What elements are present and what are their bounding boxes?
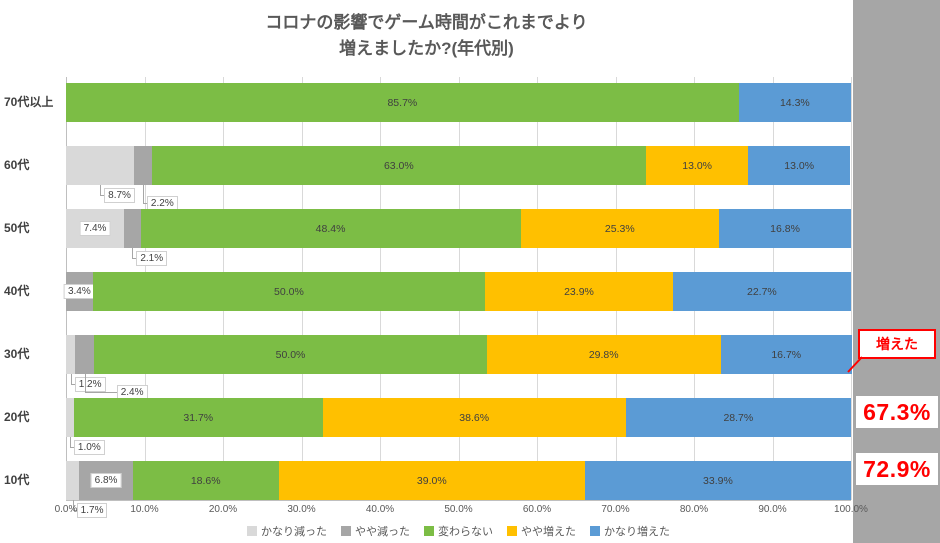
x-tick-label: 60.0% <box>522 504 552 515</box>
bar-segment: 29.8% <box>486 335 721 374</box>
x-tick-label: 80.0% <box>679 504 709 515</box>
bar-segment: 48.4% <box>140 209 521 248</box>
legend-swatch <box>424 526 434 536</box>
x-tick-label: 50.0% <box>444 504 473 515</box>
bar-segment-label: 7.4% <box>79 221 111 236</box>
bar-segment: 16.7% <box>720 335 852 374</box>
bar-segment: 50.0% <box>92 272 486 311</box>
x-tick-label: 0.0% <box>54 504 78 515</box>
bar-segment: 63.0% <box>151 146 647 185</box>
bar-segment: 85.7% <box>66 83 739 122</box>
bar-segment-label: 1.7% <box>76 503 108 518</box>
bar-segment <box>66 335 76 374</box>
legend-label: かなり増えた <box>604 526 670 538</box>
category-label: 60代 <box>4 158 30 172</box>
legend-swatch <box>507 526 517 536</box>
legend-label: かなり減った <box>261 526 327 538</box>
category-label: 50代 <box>4 221 30 235</box>
category-label: 40代 <box>4 284 30 298</box>
legend-item: かなり減った <box>247 523 327 539</box>
plot-area: 70代以上 85.7% 14.3% 60代 8.7% 2.2% 63.0% 13.0% 13.0… <box>4 77 852 518</box>
bar-segment <box>66 398 74 437</box>
bar-segment <box>124 209 141 248</box>
category-label: 70代以上 <box>4 95 54 109</box>
bar-segment <box>134 146 152 185</box>
bar-segment-label: 1.2% <box>74 377 106 392</box>
bar-segment <box>66 146 135 185</box>
legend-label: やや増えた <box>521 526 576 538</box>
x-tick-label: 30.0% <box>287 504 316 515</box>
legend-label: やや減った <box>355 526 410 538</box>
bar-segment: 31.7% <box>73 398 323 437</box>
bar-segment: 33.9% <box>584 461 851 500</box>
leader-line <box>84 374 118 393</box>
x-tick-label: 100.0% <box>834 504 868 515</box>
x-tick-label: 10.0% <box>130 504 159 515</box>
leader-line <box>100 185 106 196</box>
legend-item: やや増えた <box>507 523 576 539</box>
x-tick-label: 40.0% <box>365 504 395 515</box>
bar-segment-label: 3.4% <box>63 284 95 299</box>
legend-item: やや減った <box>341 523 410 539</box>
bar-segment: 14.3% <box>738 83 851 122</box>
increased-callout-box: 増えた <box>858 329 936 359</box>
bar-segment: 13.0% <box>748 146 851 185</box>
legend-label: 変わらない <box>438 526 493 538</box>
background-band <box>853 0 940 543</box>
category-label: 30代 <box>4 347 30 361</box>
bar-segment: 28.7% <box>625 398 851 437</box>
bar-segment: 25.3% <box>520 209 720 248</box>
increased-callout-label: 増えた <box>876 336 918 352</box>
bar-segment-label: 8.7% <box>104 188 135 203</box>
increased-callout-pointer-icon <box>847 356 863 373</box>
bar-segment: 23.9% <box>485 272 673 311</box>
x-axis: 0.0% 10.0% 20.0% 30.0% 40.0% 50.0% 60.0% 70.0% 8… <box>55 504 868 518</box>
legend-swatch <box>247 526 257 536</box>
bar-segment: 22.7% <box>672 272 851 311</box>
leader-line <box>70 374 76 385</box>
bar-segment: 39.0% <box>278 461 585 500</box>
bar-segment-label: 2.1% <box>136 251 168 266</box>
x-tick-label: 20.0% <box>208 504 238 515</box>
bar-segment: 16.8% <box>719 209 851 248</box>
leader-line <box>132 248 138 259</box>
bar-segment-label: 6.8% <box>90 473 122 488</box>
increased-value-20s: 67.3% <box>856 396 938 428</box>
leader-line <box>142 185 148 204</box>
bar-segment: 50.0% <box>94 335 487 374</box>
x-tick-label: 90.0% <box>758 504 787 515</box>
chart-title: コロナの影響でゲーム時間がこれまでより 増えましたか?(年代別) <box>265 13 588 59</box>
legend-swatch <box>590 526 600 536</box>
legend-item: かなり増えた <box>590 523 670 539</box>
bar-segment: 18.6% <box>132 461 279 500</box>
x-tick-label: 70.0% <box>601 504 630 515</box>
bar-segment: 38.6% <box>322 398 626 437</box>
chart-panel: コロナの影響でゲーム時間がこれまでより 増えましたか?(年代別) 70代以上 85… <box>4 13 868 539</box>
bar-segment <box>75 335 95 374</box>
category-label: 20代 <box>4 410 30 424</box>
legend: かなり減った やや減った 変わらない やや増えた かなり増えた <box>66 523 851 539</box>
increased-value-10s: 72.9% <box>856 453 938 485</box>
leader-line <box>69 437 75 448</box>
bar-segment: 13.0% <box>646 146 749 185</box>
leader-line <box>72 500 78 511</box>
category-label: 10代 <box>4 473 30 487</box>
bar-segment <box>66 461 80 500</box>
gridline <box>851 77 852 500</box>
legend-swatch <box>341 526 351 536</box>
bar-segment-label: 1.0% <box>73 440 105 455</box>
legend-item: 変わらない <box>424 523 493 539</box>
